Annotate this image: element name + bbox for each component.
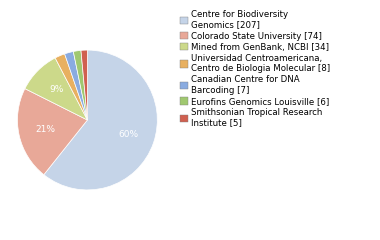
Wedge shape bbox=[25, 58, 87, 120]
Wedge shape bbox=[17, 89, 87, 175]
Text: 60%: 60% bbox=[118, 130, 138, 139]
Wedge shape bbox=[65, 52, 87, 120]
Wedge shape bbox=[44, 50, 157, 190]
Wedge shape bbox=[73, 50, 87, 120]
Text: 9%: 9% bbox=[49, 85, 64, 94]
Legend: Centre for Biodiversity
Genomics [207], Colorado State University [74], Mined fr: Centre for Biodiversity Genomics [207], … bbox=[179, 9, 331, 128]
Wedge shape bbox=[81, 50, 87, 120]
Wedge shape bbox=[55, 54, 87, 120]
Text: 21%: 21% bbox=[35, 125, 55, 134]
